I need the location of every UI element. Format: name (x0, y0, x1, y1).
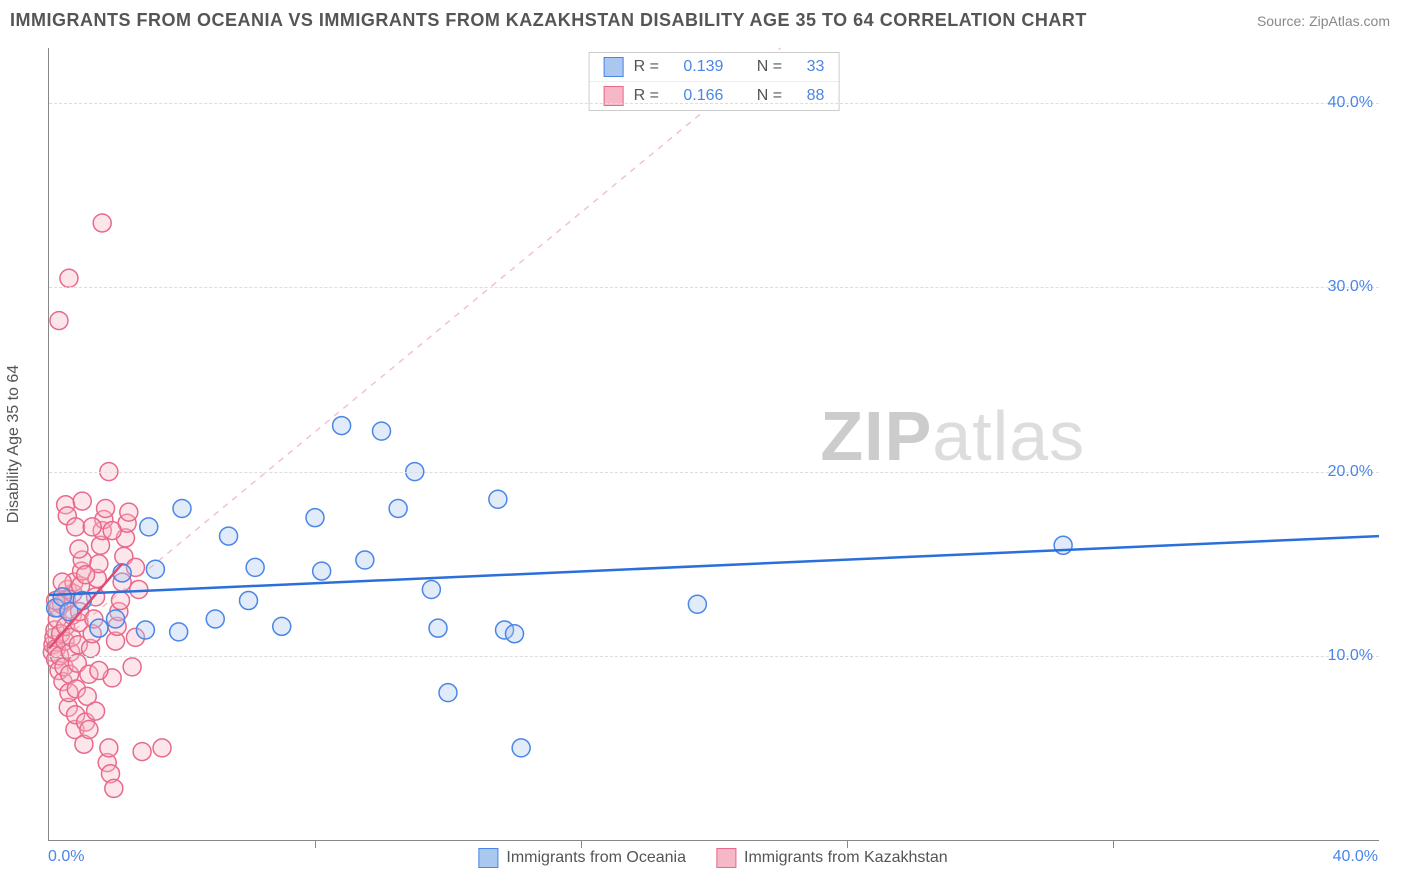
plot-container: Disability Age 35 to 64 ZIPatlas R = 0.1… (48, 48, 1378, 840)
x-axis-max-label: 40.0% (1333, 848, 1378, 866)
plot-area: ZIPatlas R = 0.139 N = 33 R = 0.166 N = … (48, 48, 1379, 841)
legend-item-oceania: Immigrants from Oceania (478, 848, 686, 868)
chart-title: IMMIGRANTS FROM OCEANIA VS IMMIGRANTS FR… (10, 10, 1087, 31)
stats-legend: R = 0.139 N = 33 R = 0.166 N = 88 (589, 52, 840, 111)
source-attribution: Source: ZipAtlas.com (1257, 13, 1390, 29)
y-tick-label: 20.0% (1328, 463, 1373, 481)
y-tick-label: 30.0% (1328, 278, 1373, 296)
swatch-kazakhstan-bottom (716, 848, 736, 868)
legend-row-kazakhstan: R = 0.166 N = 88 (590, 82, 839, 110)
y-axis-title: Disability Age 35 to 64 (5, 365, 23, 523)
swatch-oceania (604, 57, 624, 77)
x-axis-min-label: 0.0% (48, 848, 84, 866)
swatch-oceania-bottom (478, 848, 498, 868)
legend-item-kazakhstan: Immigrants from Kazakhstan (716, 848, 948, 868)
chart-svg (49, 48, 1379, 840)
legend-row-oceania: R = 0.139 N = 33 (590, 53, 839, 82)
y-tick-label: 10.0% (1328, 647, 1373, 665)
y-tick-label: 40.0% (1328, 94, 1373, 112)
bottom-legend: Immigrants from Oceania Immigrants from … (478, 848, 947, 868)
